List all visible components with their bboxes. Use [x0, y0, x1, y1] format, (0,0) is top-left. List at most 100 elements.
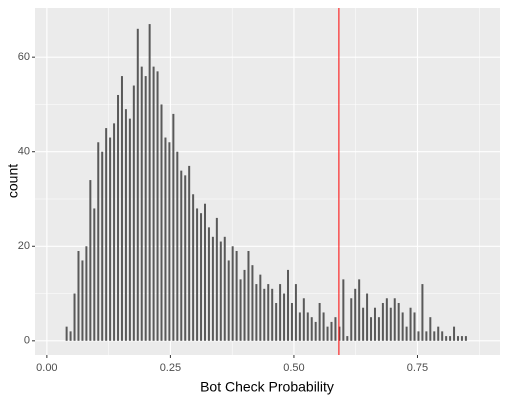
bar — [310, 317, 313, 341]
bar — [377, 317, 380, 341]
bar — [81, 260, 84, 341]
bar — [152, 66, 155, 341]
bar — [267, 284, 270, 341]
bar — [203, 203, 206, 341]
bar — [346, 336, 349, 341]
bar — [362, 307, 365, 341]
bar — [164, 137, 167, 341]
bar — [287, 269, 290, 341]
bar — [275, 302, 278, 341]
bar — [405, 326, 408, 341]
bar — [140, 66, 143, 341]
bar — [188, 165, 191, 341]
bar — [243, 269, 246, 341]
bar — [93, 208, 96, 341]
bar — [65, 326, 68, 341]
x-tick-label: 0.00 — [36, 362, 57, 374]
bar — [227, 260, 230, 341]
bar — [314, 321, 317, 341]
bar — [421, 284, 424, 341]
y-tick-label: 60 — [18, 51, 30, 63]
bar — [437, 326, 440, 341]
bar — [441, 331, 444, 341]
bar — [132, 85, 135, 341]
bar — [279, 284, 282, 341]
y-tick-label: 0 — [24, 335, 30, 347]
x-tick-label: 0.50 — [283, 362, 304, 374]
bar — [251, 265, 254, 341]
bar — [85, 246, 88, 341]
bar — [370, 317, 373, 341]
bar — [120, 76, 123, 341]
bar — [211, 236, 214, 341]
bar — [192, 194, 195, 341]
bar — [117, 94, 120, 341]
bar — [306, 312, 309, 341]
y-tick-label: 20 — [18, 240, 30, 252]
bar — [69, 331, 72, 341]
bar — [413, 312, 416, 341]
bar — [109, 137, 112, 341]
bar — [101, 151, 104, 341]
y-tick-label: 40 — [18, 146, 30, 158]
bar — [235, 250, 238, 341]
bar — [247, 250, 250, 341]
bar — [144, 76, 147, 341]
bar — [271, 288, 274, 341]
bar — [393, 298, 396, 341]
bar — [354, 288, 357, 341]
bar — [196, 208, 199, 341]
x-axis-title: Bot Check Probability — [200, 379, 334, 395]
bar — [207, 227, 210, 341]
bar — [342, 279, 345, 341]
bar — [200, 213, 203, 341]
bar — [397, 302, 400, 341]
bar — [239, 279, 242, 341]
bar — [176, 151, 179, 341]
bar — [298, 312, 301, 341]
bar — [417, 331, 420, 341]
bar — [326, 326, 329, 341]
bar — [334, 317, 337, 341]
bar — [358, 279, 361, 341]
bar — [89, 180, 92, 341]
bar — [136, 28, 139, 341]
bar — [283, 293, 286, 341]
bar — [223, 236, 226, 341]
bar — [113, 123, 116, 341]
bar — [290, 302, 293, 341]
x-tick-label: 0.75 — [407, 362, 428, 374]
bar — [385, 298, 388, 341]
bar — [409, 307, 412, 341]
bar — [294, 284, 297, 341]
bar — [97, 142, 100, 341]
bar — [425, 331, 428, 341]
bar — [259, 274, 262, 341]
bar — [124, 109, 127, 341]
bar — [401, 312, 404, 341]
bar — [128, 118, 131, 341]
bar — [255, 284, 258, 341]
bar — [231, 246, 234, 341]
bar — [302, 298, 305, 341]
bar — [460, 336, 463, 341]
bar — [350, 298, 353, 341]
bar — [464, 336, 467, 341]
bar — [263, 288, 266, 341]
bar — [148, 24, 151, 341]
bar — [322, 312, 325, 341]
bar — [77, 250, 80, 341]
bar — [180, 170, 183, 341]
bar — [373, 307, 376, 341]
bar — [318, 302, 321, 341]
bar — [105, 128, 108, 341]
bar — [184, 175, 187, 341]
bar — [366, 293, 369, 341]
bar — [168, 142, 171, 341]
bar — [73, 293, 76, 341]
bar — [453, 326, 456, 341]
bar — [160, 104, 163, 341]
bar — [456, 336, 459, 341]
bar — [330, 321, 333, 341]
